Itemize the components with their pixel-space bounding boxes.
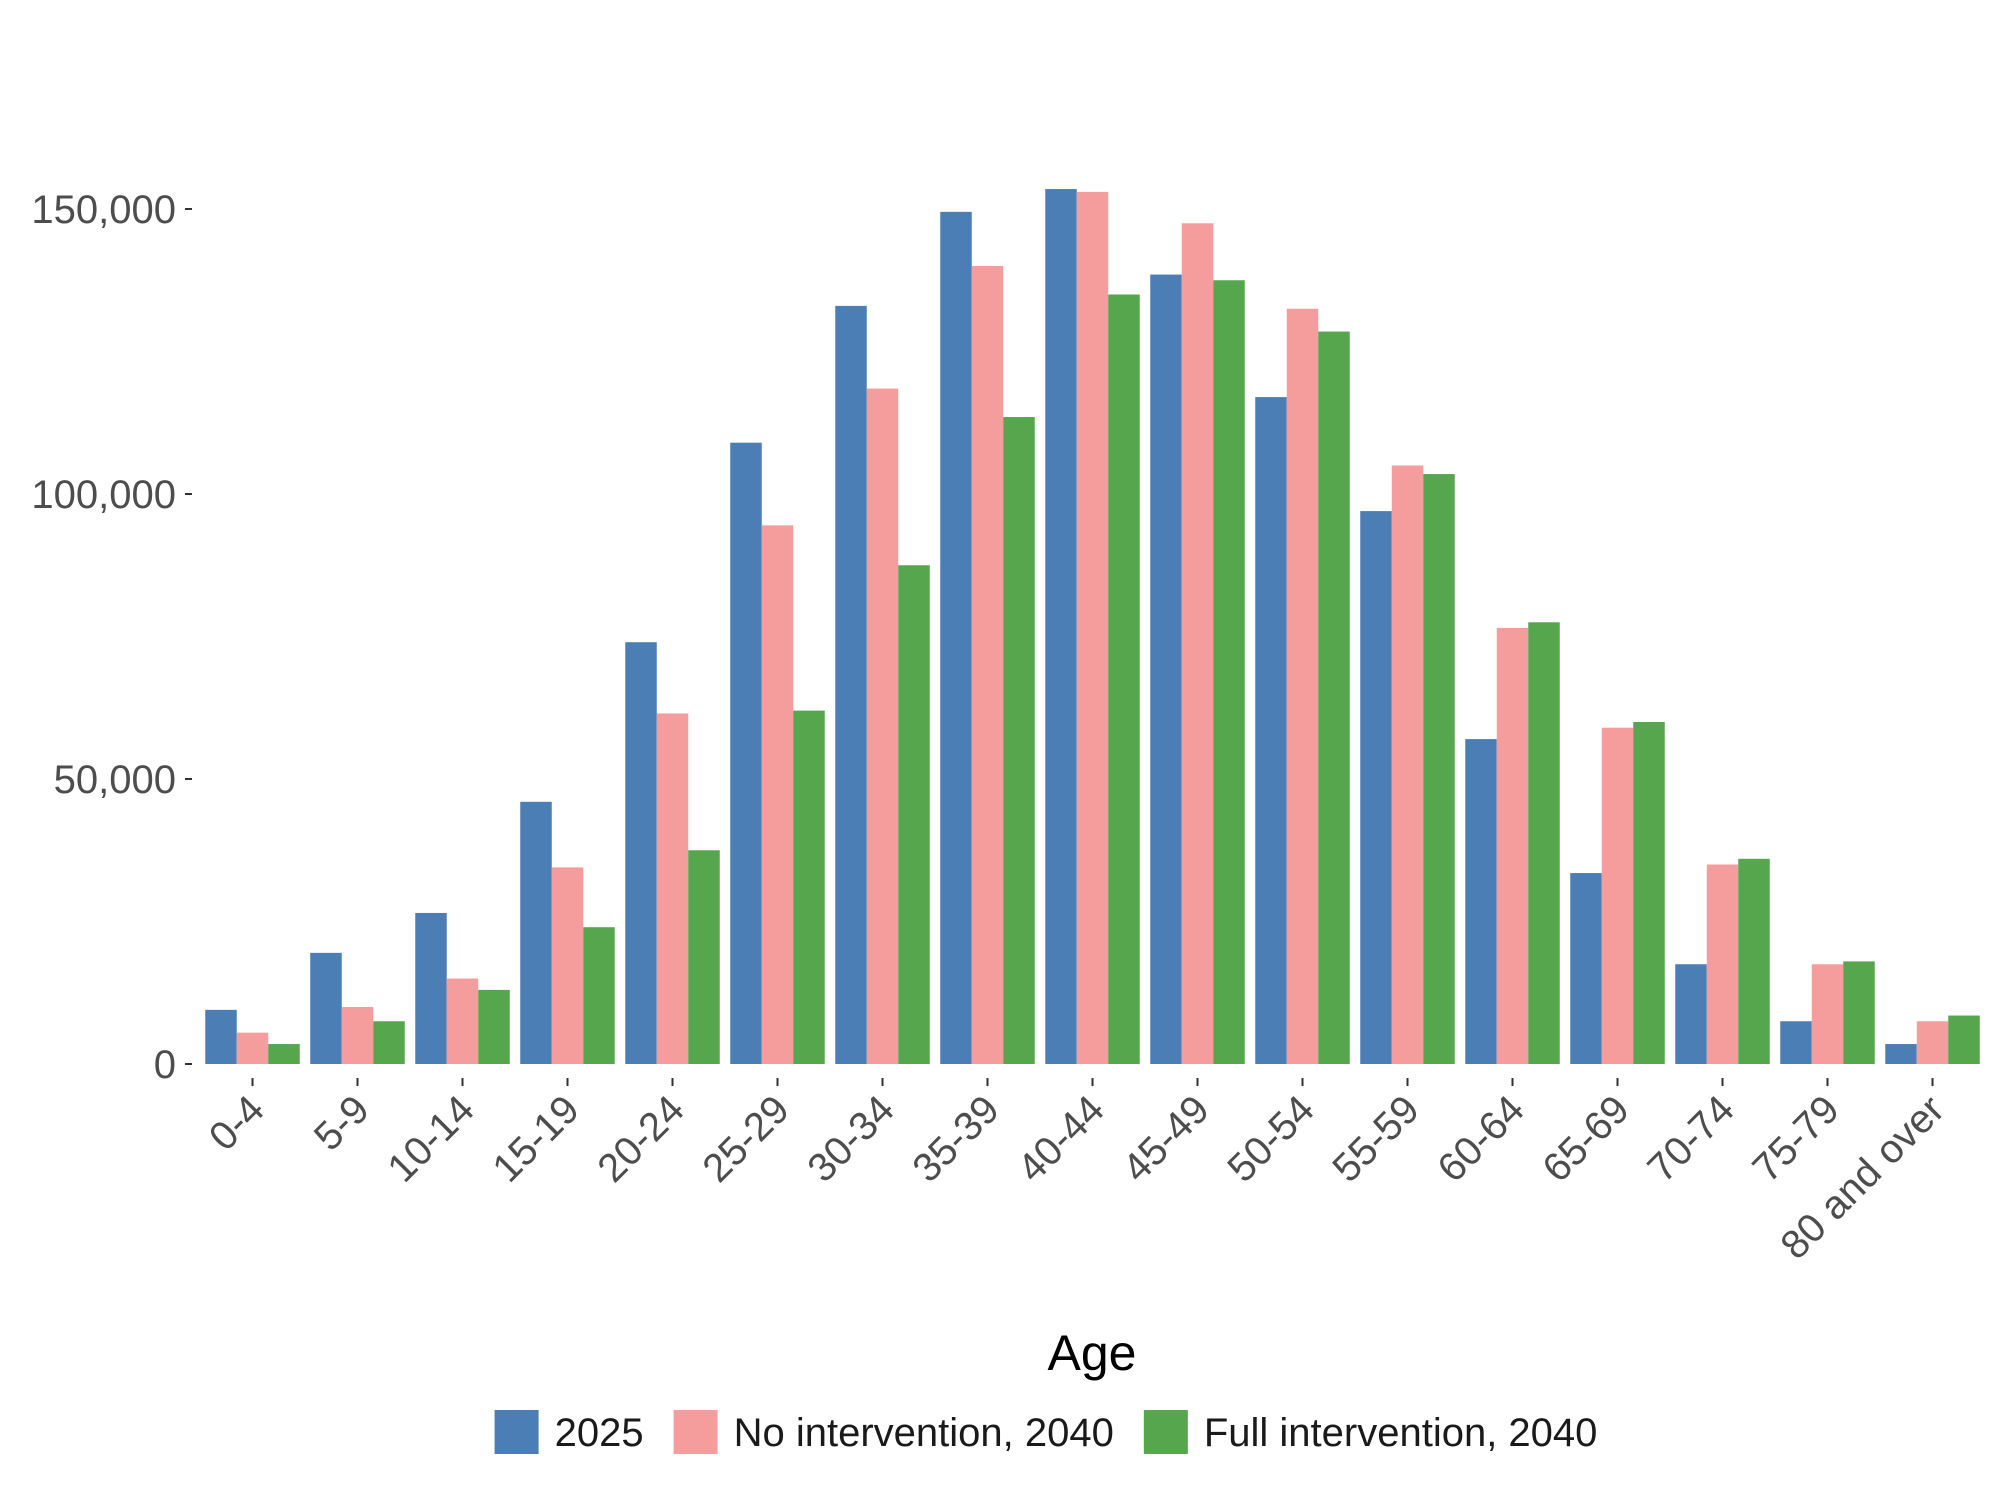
bar-0-4-series-2 (268, 1044, 300, 1064)
bar-70-74-series-0 (1675, 964, 1707, 1064)
x-tick-label: 45-49 (1114, 1087, 1217, 1190)
bar-75-79-series-1 (1811, 964, 1844, 1064)
bar-70-74-series-1 (1706, 864, 1739, 1064)
bar-45-49-series-1 (1181, 223, 1214, 1064)
bars (205, 189, 1980, 1065)
legend-swatch (673, 1410, 718, 1454)
x-tick-label: 70-74 (1639, 1087, 1742, 1190)
bar-70-74-series-2 (1738, 858, 1770, 1064)
bar-45-49-series-2 (1213, 280, 1245, 1064)
bar-5-9-series-1 (341, 1007, 374, 1064)
x-axis-title: Age (1048, 1325, 1137, 1381)
x-axis: 0-4 5-9 10-14 15-19 20-24 25-29 30-34 35-39 40-4… (201, 1078, 1953, 1268)
bar-50-54-series-0 (1255, 397, 1287, 1065)
x-tick-label: 30-34 (799, 1087, 902, 1190)
legend: 2025 No intervention, 2040 Full interventi… (494, 1410, 1598, 1455)
bar-80-and-over-series-1 (1916, 1021, 1949, 1064)
x-tick-label: 10-14 (379, 1087, 482, 1190)
x-tick-label: 65-69 (1534, 1087, 1637, 1190)
legend-label: Full intervention, 2040 (1204, 1411, 1598, 1455)
bar-15-19-series-0 (520, 801, 552, 1064)
y-tick-label: 0 (154, 1043, 176, 1087)
bar-20-24-series-0 (625, 642, 657, 1064)
bar-60-64-series-0 (1465, 739, 1497, 1064)
bar-40-44-series-2 (1108, 294, 1140, 1064)
bar-75-79-series-2 (1843, 961, 1875, 1064)
bar-60-64-series-1 (1496, 627, 1529, 1064)
bar-50-54-series-1 (1286, 308, 1319, 1064)
bar-5-9-series-0 (310, 952, 342, 1064)
x-tick-label: 0-4 (201, 1087, 273, 1159)
y-tick-label: 50,000 (54, 758, 176, 802)
x-tick-label: 25-29 (694, 1087, 797, 1190)
bar-0-4-series-1 (236, 1032, 269, 1064)
x-tick-label: 50-54 (1219, 1087, 1322, 1190)
bar-50-54-series-2 (1318, 331, 1350, 1064)
bar-20-24-series-1 (656, 713, 689, 1064)
bar-25-29-series-1 (761, 525, 794, 1064)
bar-25-29-series-0 (730, 442, 762, 1064)
y-tick-label: 150,000 (31, 188, 176, 232)
y-tick-label: 100,000 (31, 473, 176, 517)
bar-30-34-series-1 (866, 388, 899, 1064)
bar-15-19-series-2 (583, 927, 615, 1064)
bar-35-39-series-0 (940, 211, 972, 1065)
legend-swatch (1143, 1410, 1188, 1454)
bar-55-59-series-2 (1423, 474, 1455, 1064)
bar-10-14-series-1 (446, 978, 479, 1064)
bar-5-9-series-2 (373, 1021, 405, 1064)
bar-75-79-series-0 (1780, 1021, 1812, 1064)
x-tick-label: 5-9 (306, 1087, 378, 1159)
bar-30-34-series-2 (898, 565, 930, 1064)
bar-65-69-series-0 (1570, 873, 1602, 1064)
x-tick-label: 40-44 (1009, 1087, 1112, 1190)
legend-swatch (494, 1410, 539, 1454)
bar-20-24-series-2 (688, 850, 720, 1064)
bar-60-64-series-2 (1528, 622, 1560, 1064)
x-tick-label: 35-39 (904, 1087, 1007, 1190)
bar-35-39-series-1 (971, 266, 1004, 1064)
x-tick-label: 55-59 (1324, 1087, 1427, 1190)
bar-25-29-series-2 (793, 710, 825, 1064)
bar-40-44-series-1 (1076, 191, 1109, 1064)
bar-80-and-over-series-2 (1948, 1015, 1980, 1064)
x-tick-label: 15-19 (484, 1087, 587, 1190)
bar-55-59-series-1 (1391, 465, 1424, 1064)
x-tick-label: 60-64 (1429, 1087, 1532, 1190)
bar-30-34-series-0 (835, 305, 867, 1064)
bar-35-39-series-2 (1003, 417, 1035, 1064)
x-tick-label: 20-24 (589, 1087, 692, 1190)
bar-45-49-series-0 (1150, 274, 1182, 1064)
bar-40-44-series-0 (1045, 189, 1077, 1065)
x-tick-label: 75-79 (1744, 1087, 1847, 1190)
bar-10-14-series-0 (415, 912, 447, 1064)
bar-15-19-series-1 (551, 867, 584, 1064)
bar-80-and-over-series-0 (1885, 1044, 1917, 1064)
bar-55-59-series-0 (1360, 511, 1392, 1065)
bar-65-69-series-1 (1601, 727, 1634, 1064)
y-axis: 0 50,000 100,000 150,000 (31, 188, 192, 1087)
bar-10-14-series-2 (478, 989, 510, 1064)
legend-label: 2025 (555, 1411, 644, 1455)
bar-65-69-series-2 (1633, 722, 1665, 1064)
legend-label: No intervention, 2040 (734, 1411, 1114, 1455)
bar-0-4-series-0 (205, 1009, 237, 1064)
